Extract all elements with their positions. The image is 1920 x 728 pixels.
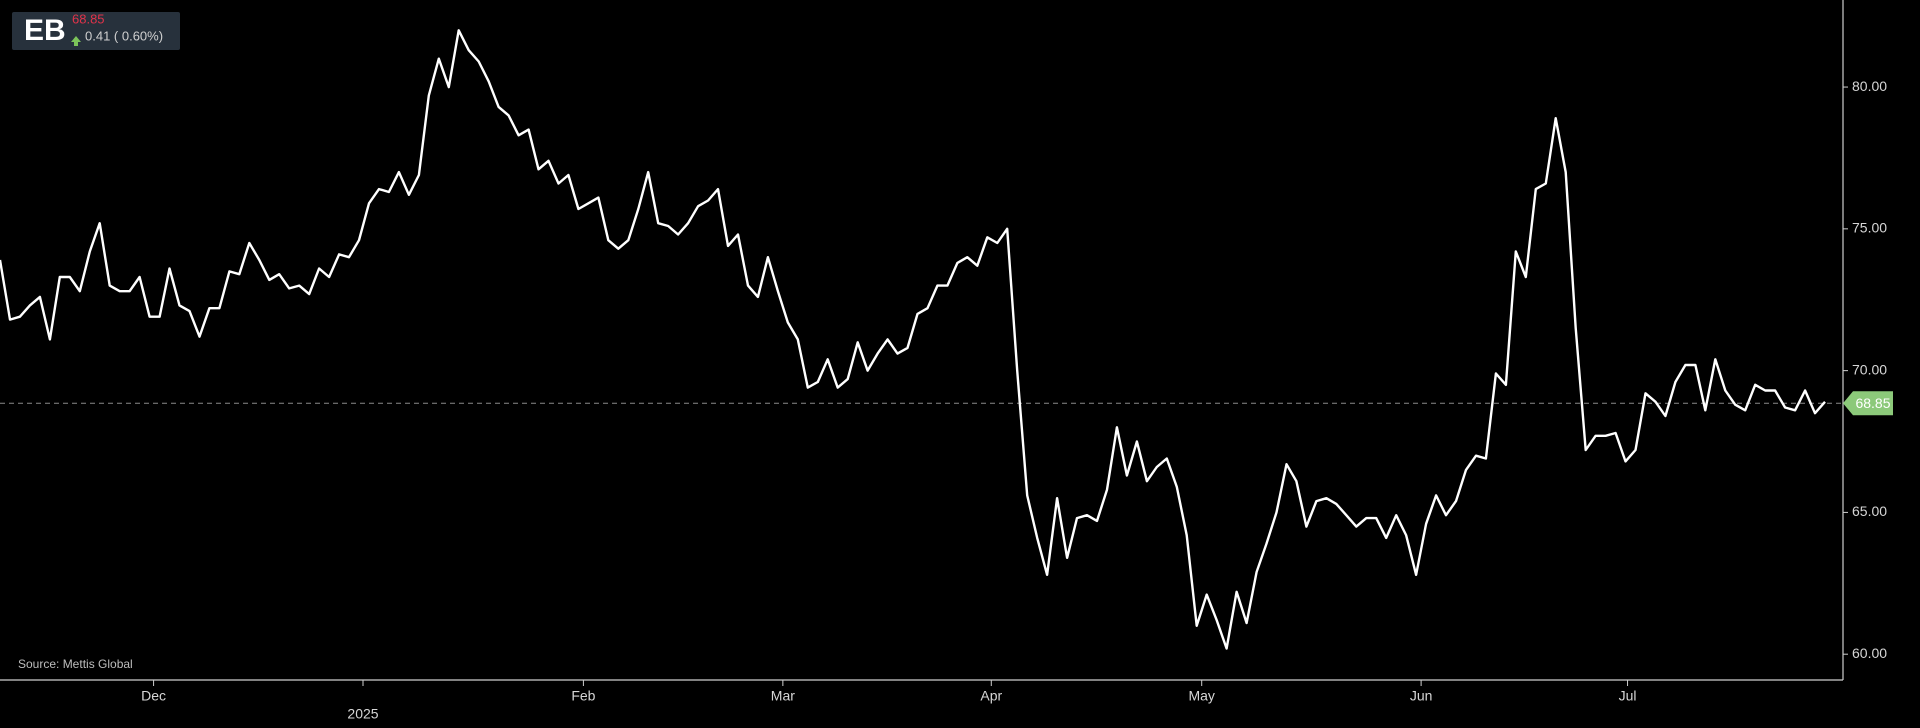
- up-arrow: [71, 36, 81, 46]
- ticker-symbol: EB: [24, 14, 66, 47]
- y-tick-label: 65.00: [1852, 503, 1887, 519]
- ticker-price: 68.85: [72, 11, 105, 26]
- source-note: Source: Mettis Global: [18, 657, 133, 671]
- ticker-badge: [12, 12, 180, 50]
- last-price-label: 68.85: [1855, 395, 1890, 411]
- x-tick-label: Dec: [141, 688, 166, 704]
- plot: [0, 29, 1843, 650]
- y-tick-label: 75.00: [1852, 220, 1887, 236]
- x-tick-label: May: [1188, 688, 1214, 704]
- x-tick-label: Jul: [1619, 688, 1637, 704]
- x-tick-label: Feb: [571, 688, 595, 704]
- x-tick-label: Apr: [980, 688, 1002, 704]
- y-tick-label: 70.00: [1852, 361, 1887, 377]
- x-tick-label: Jun: [1410, 688, 1433, 704]
- last-price-tag: [1843, 391, 1893, 416]
- x-tick-label: 2025: [347, 706, 378, 722]
- price-line: [0, 29, 1826, 650]
- y-tick-label: 80.00: [1852, 78, 1887, 94]
- y-tick-label: 60.00: [1852, 645, 1887, 661]
- x-tick-label: Mar: [771, 688, 795, 704]
- ticker-change: 0.41 ( 0.60%): [85, 28, 163, 43]
